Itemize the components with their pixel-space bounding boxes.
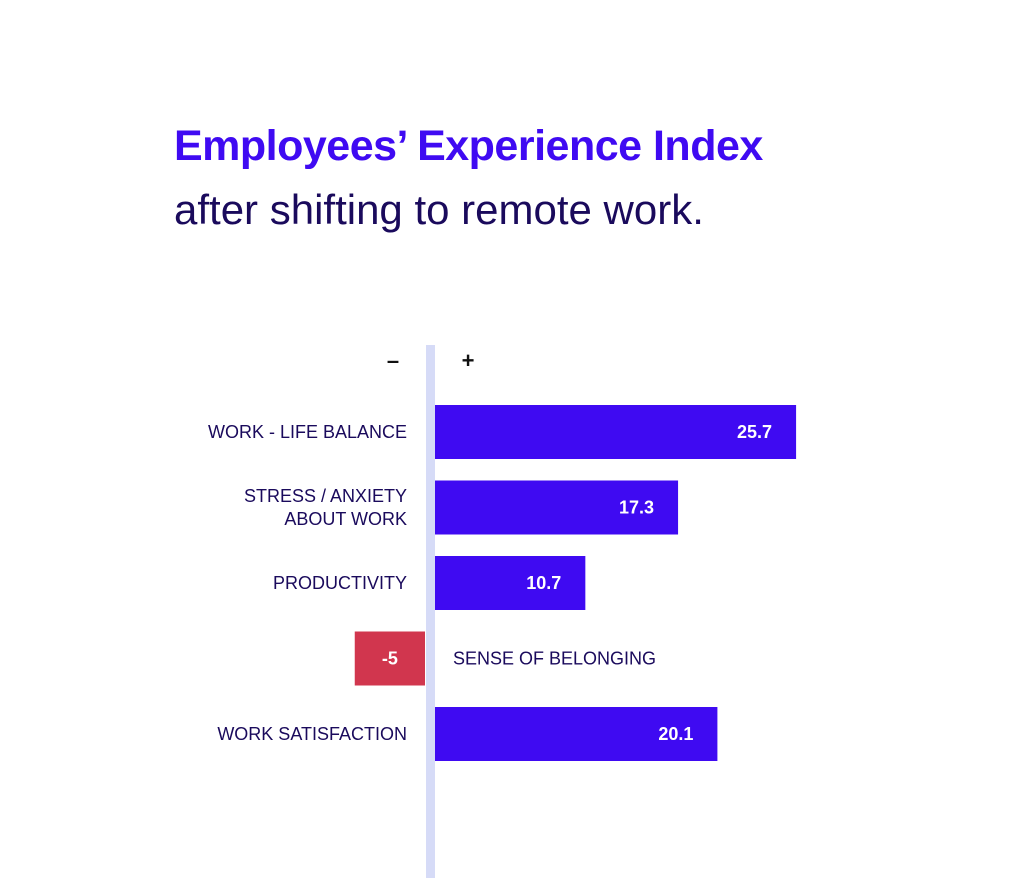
value-label: 10.7 [526,573,561,593]
bar [435,707,718,761]
positive-sign: + [462,348,475,373]
category-label: WORK - LIFE BALANCE [208,422,407,442]
value-label: 17.3 [619,498,654,518]
value-label: 25.7 [737,422,772,442]
category-label: WORK SATISFACTION [217,724,407,744]
value-label: -5 [382,649,398,669]
category-label: PRODUCTIVITY [273,573,407,593]
bar [354,631,425,686]
negative-sign: – [387,348,399,373]
category-label: ABOUT WORK [284,509,407,529]
bar [435,405,797,459]
bar [435,480,679,535]
chart-subtitle: after shifting to remote work. [174,186,704,233]
bar [435,556,586,610]
value-label: 20.1 [658,724,693,744]
category-label: STRESS / ANXIETY [244,486,407,506]
category-label: SENSE OF BELONGING [453,649,656,669]
zero-axis [426,345,435,878]
chart-title: Employees’ Experience Index [174,122,763,170]
